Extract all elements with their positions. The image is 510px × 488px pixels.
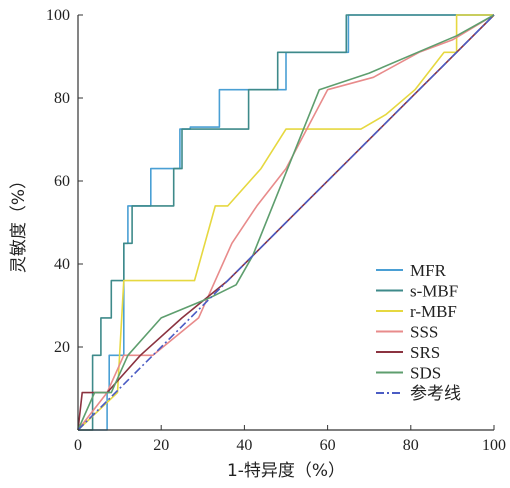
- legend-label: s-MBF: [410, 282, 458, 301]
- y-tick-label: 60: [54, 173, 70, 190]
- y-axis-title: 灵敏度（%）: [9, 172, 29, 273]
- legend-label: 参考线: [410, 384, 461, 403]
- legend-label: SDS: [410, 364, 441, 383]
- y-tick-label: 80: [54, 90, 70, 107]
- y-tick-label: 20: [54, 339, 70, 356]
- series-line-6: [77, 14, 495, 431]
- x-axis-ticks: 0 20 40 60 80 100: [74, 425, 506, 454]
- x-axis-title: 1-特异度（%）: [227, 461, 345, 481]
- series-line-2: [77, 14, 494, 431]
- legend-label: SSS: [410, 323, 438, 342]
- legend-label: SRS: [410, 343, 440, 362]
- x-tick-label: 40: [236, 437, 252, 454]
- y-tick-label: 40: [54, 256, 70, 273]
- series-layer: [77, 14, 495, 431]
- axes: [77, 15, 494, 431]
- x-tick-label: 100: [482, 437, 506, 454]
- y-axis-ticks: 20 40 60 80 100: [46, 7, 83, 356]
- x-tick-label: 0: [74, 437, 82, 454]
- series-line-1: [78, 14, 494, 431]
- x-tick-label: 60: [320, 437, 336, 454]
- y-tick-label: 100: [46, 7, 70, 24]
- x-tick-label: 20: [153, 437, 169, 454]
- series-line-5: [77, 14, 495, 431]
- x-tick-label: 80: [403, 437, 419, 454]
- legend-label: MFR: [410, 261, 447, 280]
- legend-label: r-MBF: [410, 302, 457, 321]
